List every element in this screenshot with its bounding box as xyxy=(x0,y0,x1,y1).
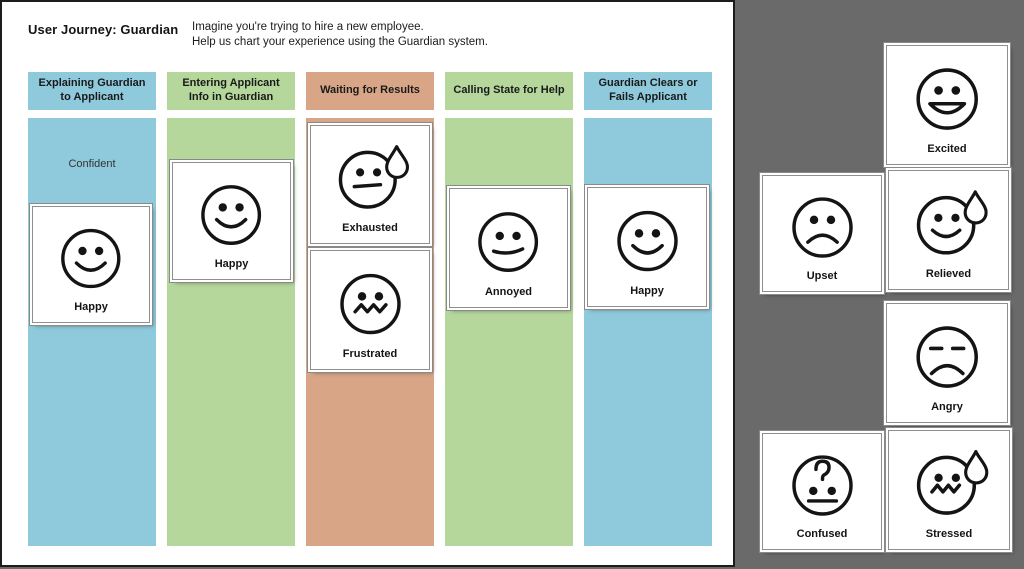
card-label: Happy xyxy=(630,285,664,297)
emotion-card-frustrated[interactable]: Frustrated xyxy=(310,250,430,370)
card-label: Happy xyxy=(74,301,108,313)
happy-face-icon xyxy=(193,171,269,256)
card-label: Exhausted xyxy=(342,222,398,234)
confident-note: Confident xyxy=(68,158,116,170)
card-label: Upset xyxy=(806,270,838,282)
happy-face-icon xyxy=(609,196,686,283)
instructions-line-1: Imagine you're trying to hire a new empl… xyxy=(192,21,424,33)
board-title: User Journey: Guardian xyxy=(28,22,179,37)
angry-face-icon xyxy=(908,312,986,399)
exhausted-face-icon xyxy=(332,134,409,220)
emotion-card-happy-col2[interactable]: Happy xyxy=(172,162,291,280)
card-label: Relieved xyxy=(925,268,972,280)
card-label: Excited xyxy=(927,143,967,155)
emotion-card-exhausted[interactable]: Exhausted xyxy=(310,125,430,244)
annoyed-face-icon xyxy=(470,197,546,284)
column-header-waiting-results: Waiting for Results xyxy=(306,72,434,110)
emotion-card-angry[interactable]: Angry xyxy=(886,303,1008,423)
excited-face-icon xyxy=(908,54,986,141)
relieved-face-icon xyxy=(910,179,988,266)
emotion-card-happy-col1[interactable]: Happy xyxy=(32,206,150,323)
card-label: Happy xyxy=(214,258,249,270)
card-label: Angry xyxy=(931,401,963,413)
upset-face-icon xyxy=(784,184,861,268)
column-band-clears-or-fails[interactable] xyxy=(584,118,712,546)
emotion-card-happy-col5[interactable]: Happy xyxy=(587,187,707,307)
emotion-card-stressed[interactable]: Stressed xyxy=(888,430,1010,550)
column-band-calling-state[interactable] xyxy=(445,118,573,546)
emotion-card-excited[interactable]: Excited xyxy=(886,45,1008,165)
happy-face-icon xyxy=(53,215,129,299)
column-header-clears-or-fails: Guardian Clears or Fails Applicant xyxy=(584,72,712,110)
emotion-card-confused[interactable]: Confused xyxy=(762,433,882,550)
frustrated-face-icon xyxy=(332,259,409,346)
card-label: Confused xyxy=(796,528,848,540)
column-header-calling-state: Calling State for Help xyxy=(445,72,573,110)
card-label: Annoyed xyxy=(484,286,533,298)
column-header-explaining-guardian: Explaining Guardian to Applicant xyxy=(28,72,156,110)
confused-face-icon xyxy=(784,442,861,526)
card-label: Stressed xyxy=(925,528,973,540)
emotion-card-upset[interactable]: Upset xyxy=(762,175,882,292)
column-band-explaining-guardian[interactable] xyxy=(28,118,156,546)
instructions-line-2: Help us chart your experience using the … xyxy=(192,36,488,48)
column-header-entering-info: Entering Applicant Info in Guardian xyxy=(167,72,295,110)
journey-canvas[interactable]: User Journey: Guardian Imagine you're tr… xyxy=(0,0,735,567)
card-label: Frustrated xyxy=(342,348,398,360)
emotion-card-relieved[interactable]: Relieved xyxy=(888,170,1009,290)
stressed-face-icon xyxy=(910,439,988,526)
board-instructions: Imagine you're trying to hire a new empl… xyxy=(192,20,488,50)
emotion-palette-panel: Excited Upset Relieved Angry Confused St… xyxy=(735,0,1024,569)
emotion-card-annoyed[interactable]: Annoyed xyxy=(449,188,568,308)
